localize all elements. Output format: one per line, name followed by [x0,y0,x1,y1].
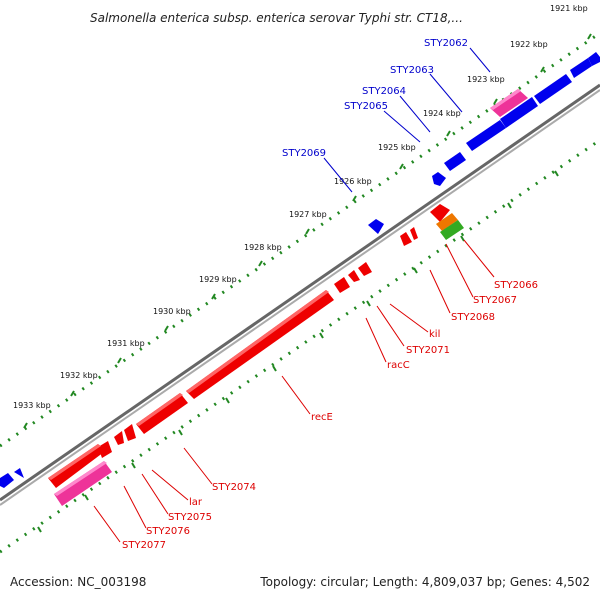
label-STY2071[interactable]: STY2071 [406,345,450,356]
gene-red-d[interactable] [114,431,124,445]
gene-blue-1[interactable] [570,58,592,78]
kbp-label-1929: 1929 kbp [199,275,237,284]
gene-red-e[interactable] [124,424,136,441]
gene-blue-5[interactable] [466,120,506,151]
label-STY2067[interactable]: STY2067 [473,295,517,306]
gene-red-a[interactable] [136,393,188,434]
gene-blue-3[interactable] [534,74,572,104]
kbp-label-1933: 1933 kbp [13,401,51,410]
label-STY2062[interactable]: STY2062 [424,38,468,49]
gene-red-f[interactable] [334,277,350,293]
gene-red-b[interactable] [48,444,104,488]
gene-blue-2[interactable] [588,52,600,66]
lower-scale-track [0,138,600,554]
pseudogene-lower[interactable] [54,461,112,506]
lower-gene-track [48,204,450,488]
upper-scale-track [0,31,600,448]
kbp-label-1927: 1927 kbp [289,210,327,219]
kbp-label-1931: 1931 kbp [107,339,145,348]
label-STY2066[interactable]: STY2066 [494,280,538,291]
label-kil[interactable]: kil [429,329,440,340]
kbp-label-1930: 1930 kbp [153,307,191,316]
gene-blue-9[interactable] [0,473,14,488]
gene-red-h[interactable] [358,262,372,276]
upper-major-ticks [23,33,592,429]
kbp-label-1921: 1921 kbp [550,4,588,13]
label-STY2077[interactable]: STY2077 [122,540,166,551]
kbp-label-1928: 1928 kbp [244,243,282,252]
label-STY2076[interactable]: STY2076 [146,526,190,537]
kbp-label-1925: 1925 kbp [378,143,416,152]
label-STY2065[interactable]: STY2065 [344,101,388,112]
kbp-label-1932: 1932 kbp [60,371,98,380]
gene-blue-4[interactable] [500,97,538,128]
label-lar[interactable]: lar [189,497,203,508]
label-STY2069[interactable]: STY2069 [282,148,326,159]
label-STY2064[interactable]: STY2064 [362,86,406,97]
kbp-label-1922: 1922 kbp [510,40,548,49]
gene-red-j[interactable] [410,227,418,240]
kbp-label-1926: 1926 kbp [334,177,372,186]
lower-major-ticks [37,170,559,533]
backbone-shadow [0,89,600,506]
gene-red-g[interactable] [348,270,360,282]
gene-STY2067[interactable] [436,213,458,231]
gene-red-i[interactable] [400,232,412,246]
label-STY2074[interactable]: STY2074 [212,482,256,493]
label-recE[interactable]: recE [311,412,333,423]
gene-blue-7[interactable] [432,172,446,186]
kbp-label-1924: 1924 kbp [423,109,461,118]
gene-blue-8[interactable] [368,219,384,234]
backbone-line [0,83,600,502]
gene-STY2068[interactable] [440,220,464,240]
accession-text: Accession: NC_003198 [10,575,146,589]
topology-text: Topology: circular; Length: 4,809,037 bp… [259,575,590,589]
label-racC[interactable]: racC [387,360,410,371]
kbp-label-1923: 1923 kbp [467,75,505,84]
map-title: Salmonella enterica subsp. enterica sero… [90,11,463,25]
gene-STY2066[interactable] [430,204,450,222]
label-STY2075[interactable]: STY2075 [168,512,212,523]
gene-red-c[interactable] [98,441,112,458]
label-STY2063[interactable]: STY2063 [390,65,434,76]
gene-blue-10[interactable] [14,468,24,478]
gene-recE[interactable] [186,290,334,399]
gene-blue-6[interactable] [444,152,466,171]
label-STY2068[interactable]: STY2068 [451,312,495,323]
pseudogene-upper[interactable] [490,89,528,117]
upper-gene-track [0,52,600,488]
